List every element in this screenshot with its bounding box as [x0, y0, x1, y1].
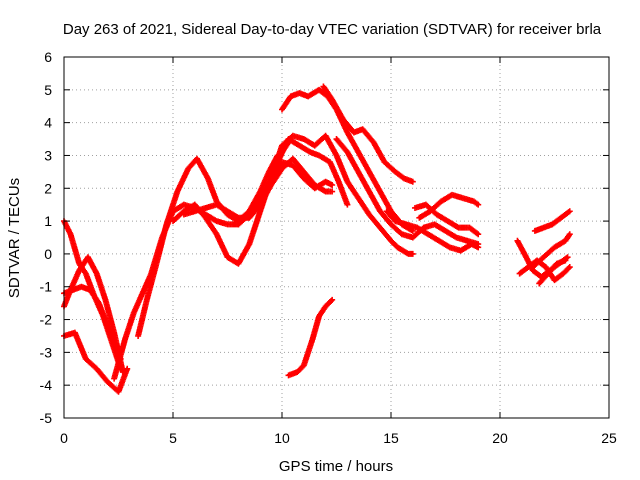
data-point — [124, 365, 131, 372]
y-tick-label: -5 — [40, 410, 53, 426]
y-tick-label: 5 — [44, 82, 52, 98]
y-tick-label: 3 — [44, 147, 52, 163]
data-point — [409, 250, 416, 257]
y-axis-label: SDTVAR / TECUs — [6, 178, 23, 298]
y-tick-label: 6 — [44, 49, 52, 65]
data-point — [344, 201, 351, 208]
y-tick-label: -4 — [40, 377, 53, 393]
y-tick-label: -3 — [40, 344, 53, 360]
data-point — [119, 369, 126, 376]
data-point — [562, 257, 569, 264]
data-marks — [61, 83, 573, 395]
series-arc-3 — [61, 329, 131, 395]
data-point — [328, 297, 335, 304]
y-tick-label: -2 — [40, 312, 53, 328]
data-point — [566, 208, 573, 215]
series-arc-18 — [285, 296, 336, 379]
data-point — [329, 296, 336, 303]
data-point — [409, 178, 416, 185]
data-point — [475, 244, 482, 251]
x-tick-label: 20 — [492, 430, 508, 446]
data-point — [329, 188, 336, 195]
x-tick-label: 0 — [60, 430, 68, 446]
series-arc-17 — [411, 201, 482, 238]
data-point — [566, 231, 573, 238]
chart-title: Day 263 of 2021, Sidereal Day-to-day VTE… — [63, 21, 602, 38]
data-point — [475, 201, 482, 208]
y-tick-label: 1 — [44, 213, 52, 229]
data-point — [565, 265, 572, 272]
series-arc-12 — [279, 86, 416, 234]
y-tick-label: 2 — [44, 180, 52, 196]
x-tick-label: 10 — [274, 430, 290, 446]
x-tick-label: 15 — [383, 430, 399, 446]
y-tick-label: -1 — [40, 279, 53, 295]
y-tick-label: 0 — [44, 246, 52, 262]
series-arc-21 — [531, 208, 573, 234]
series-arc-22 — [529, 231, 573, 271]
series-arc-15 — [383, 208, 482, 254]
data-point — [564, 254, 571, 261]
series-arc-4 — [61, 254, 126, 376]
data-point — [566, 264, 573, 271]
data-point — [475, 231, 482, 238]
data-point — [329, 181, 336, 188]
series-arc-11 — [274, 136, 351, 208]
x-axis-label: GPS time / hours — [279, 458, 393, 475]
series-arc-13 — [320, 83, 416, 185]
x-tick-label: 5 — [169, 430, 177, 446]
axis-ticks: 0 5 10 15 20 25 -5 -4 -3 -2 -1 0 1 2 3 4 5 6 — [40, 49, 617, 446]
plot-frame — [63, 56, 610, 419]
series-arc-23 — [536, 257, 569, 287]
series-arc-5 — [111, 201, 242, 382]
x-tick-label: 25 — [601, 430, 617, 446]
y-tick-label: 4 — [44, 115, 52, 131]
